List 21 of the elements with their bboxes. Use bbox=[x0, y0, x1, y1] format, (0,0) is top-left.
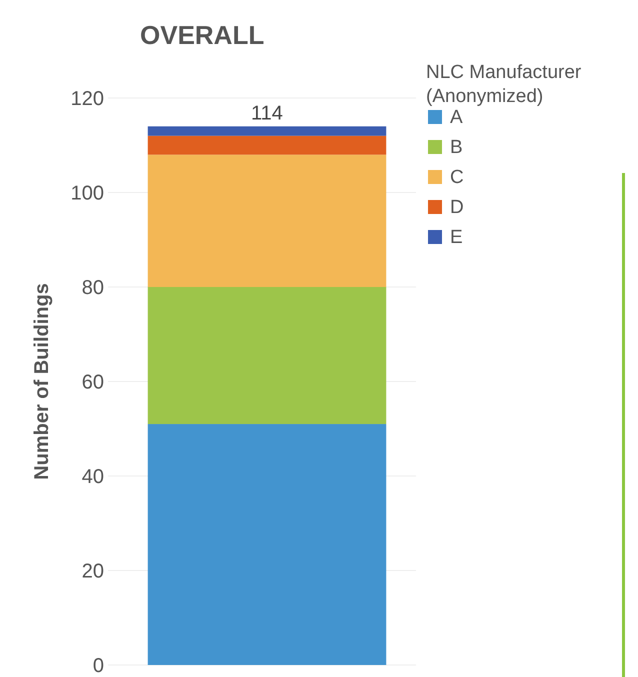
legend-label: A bbox=[450, 107, 463, 128]
legend-label: C bbox=[450, 167, 464, 188]
y-tick-label: 40 bbox=[82, 466, 104, 488]
legend-label: B bbox=[450, 137, 463, 158]
y-tick-label: 80 bbox=[82, 277, 104, 299]
y-axis-title: Number of Buildings bbox=[31, 283, 53, 480]
total-label: 114 bbox=[251, 102, 283, 124]
y-tick-label: 20 bbox=[82, 560, 104, 582]
bar bbox=[148, 126, 386, 136]
bar bbox=[148, 154, 386, 287]
y-tick-label: 0 bbox=[92, 655, 104, 677]
bar bbox=[148, 424, 386, 665]
legend-label: E bbox=[450, 227, 463, 248]
legend-label: D bbox=[450, 197, 464, 218]
legend-title: NLC Manufacturer (Anonymized) bbox=[426, 62, 582, 107]
bar bbox=[148, 136, 386, 155]
y-tick-label: 100 bbox=[70, 182, 104, 204]
y-tick-label: 120 bbox=[70, 88, 104, 110]
bar bbox=[148, 287, 386, 424]
y-tick-label: 60 bbox=[82, 372, 104, 394]
chart-title: OVERALL bbox=[140, 20, 264, 50]
